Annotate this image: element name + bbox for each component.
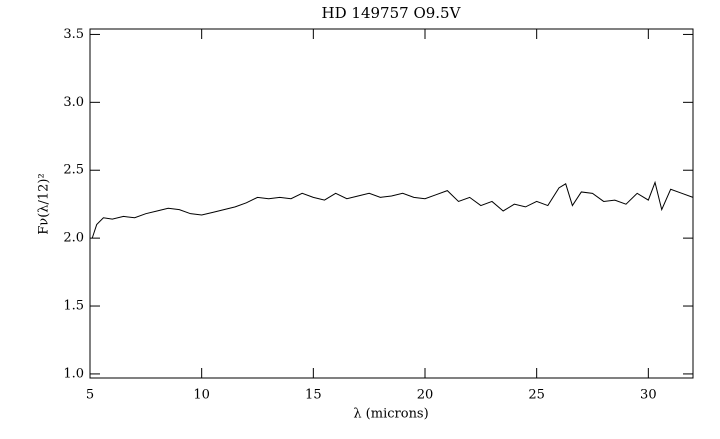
x-tick-label: 5	[86, 388, 94, 403]
plot-frame	[89, 28, 694, 379]
y-axis-label: Fν(λ/12)²	[37, 173, 52, 234]
y-tick-label: 1.0	[63, 366, 84, 381]
x-tick-label: 10	[193, 388, 210, 403]
y-tick-label: 3.0	[63, 95, 84, 110]
x-tick-label: 30	[640, 388, 657, 403]
y-tick-label: 1.5	[63, 299, 84, 314]
x-tick-label: 25	[528, 388, 545, 403]
spectrum-line	[91, 180, 694, 239]
y-tick-label: 2.5	[63, 163, 84, 178]
chart-title: HD 149757 O9.5V	[322, 4, 462, 22]
y-tick-label: 3.5	[63, 27, 84, 42]
x-tick-label: 20	[417, 388, 434, 403]
x-axis-label: λ (microns)	[353, 407, 428, 422]
y-tick-label: 2.0	[63, 231, 84, 246]
x-tick-label: 15	[305, 388, 322, 403]
